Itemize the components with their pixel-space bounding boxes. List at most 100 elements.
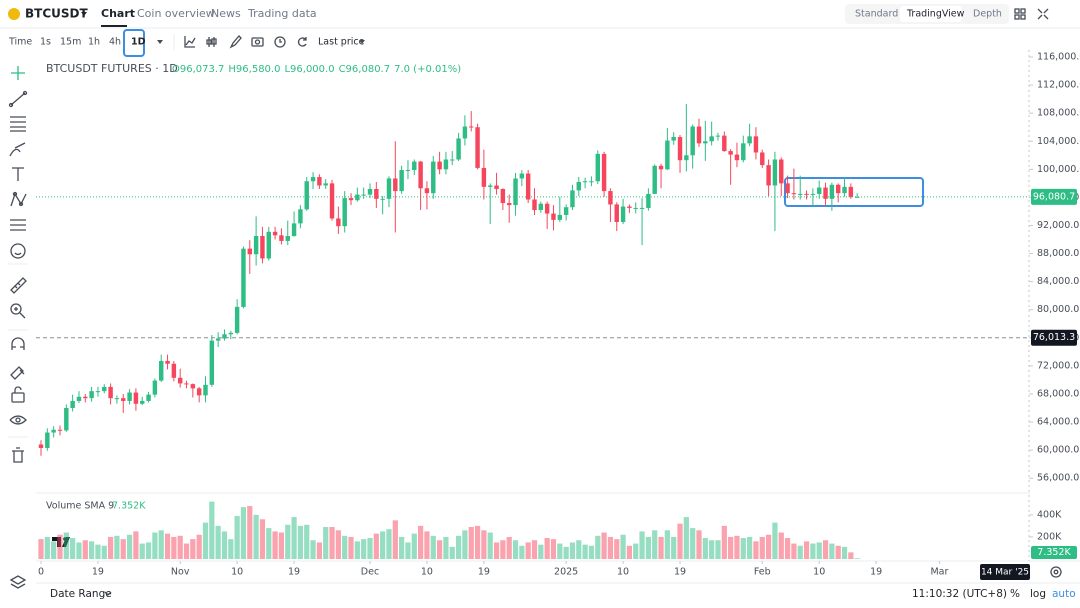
volume-bar (493, 542, 500, 559)
date-range[interactable]: Date Range (50, 588, 112, 600)
volume-bar (778, 532, 784, 559)
candle-body (519, 173, 525, 179)
interval[interactable]: Time (8, 37, 32, 48)
candle-body (171, 363, 177, 378)
candle-body (494, 185, 499, 189)
volume-bar (835, 545, 841, 559)
volume-bar (202, 522, 209, 559)
candle-body (386, 178, 392, 199)
volume-bar (683, 517, 689, 559)
drawn-rectangle[interactable] (784, 177, 924, 207)
date-range-dropdown[interactable] (104, 591, 112, 596)
volume-bar (607, 536, 614, 559)
candle-body (323, 183, 328, 186)
volume-bar (829, 543, 835, 559)
candle-body (791, 193, 797, 195)
volume-bar (455, 535, 462, 559)
candle-body (317, 177, 322, 186)
candle-body (158, 360, 164, 381)
candle-body (804, 193, 809, 195)
volume-bar (51, 541, 57, 559)
toolbar-icons[interactable] (184, 35, 307, 49)
volume-bar (784, 538, 791, 559)
volume-bar (405, 542, 411, 559)
volume-bar (424, 531, 430, 559)
view-option[interactable]: Standard (855, 9, 898, 20)
volume-bar (449, 546, 455, 559)
chart-title: BTCUSDT FUTURES · 1D (46, 62, 178, 75)
candle-body (620, 206, 626, 222)
symbol[interactable]: BTCUSDT (25, 7, 88, 21)
volume-bar (569, 542, 576, 559)
y-tick-label: 92,000.0 (1037, 220, 1079, 231)
candle-body (487, 185, 493, 187)
candle-body (361, 194, 366, 196)
volume-bar (380, 531, 386, 559)
candle-body (810, 193, 816, 195)
last-price-label: 96,080.7 (1033, 191, 1075, 202)
volume-bar (228, 539, 234, 559)
volume-bar (443, 536, 449, 559)
volume-bar (82, 540, 88, 559)
interval[interactable]: 1D (131, 37, 146, 48)
y-tick-label: 72,000.0 (1037, 360, 1079, 371)
view-option[interactable]: TradingView (906, 9, 965, 20)
y-tick-label: 112,000.0 (1037, 80, 1080, 91)
crosshair-date: 14 Mar '25 (981, 568, 1029, 578)
fullscreen-icon[interactable] (1037, 8, 1049, 20)
settings-icon[interactable] (1050, 566, 1062, 578)
interval[interactable]: 15m (60, 37, 81, 48)
y-tick-label: 100,000.0 (1037, 164, 1080, 175)
price-type[interactable]: Last price (318, 37, 365, 48)
volume-bar (158, 530, 164, 559)
candle-body (121, 398, 126, 401)
tab[interactable]: Chart (101, 7, 135, 20)
layout-icon[interactable] (1014, 8, 1026, 20)
volume-tick-label: 400K (1037, 509, 1062, 520)
candle-body (608, 191, 613, 205)
volume-bar (70, 538, 76, 559)
candle-body (355, 194, 360, 201)
candle-body (766, 165, 771, 186)
candle-body (456, 138, 461, 160)
candle-body (70, 400, 75, 408)
candle-body (772, 159, 778, 186)
candle-body (266, 231, 271, 259)
interval[interactable]: 1h (88, 37, 100, 48)
scale-option[interactable]: log (1030, 588, 1046, 600)
candle-body (614, 204, 619, 222)
candle-body (703, 141, 708, 144)
volume-bar (183, 543, 190, 559)
scale-option[interactable]: % (1010, 588, 1020, 600)
candle-body (38, 444, 44, 448)
volume-bar (671, 536, 677, 559)
candle-body (146, 394, 151, 401)
symbol-dropdown[interactable] (81, 12, 87, 16)
candle-body (582, 181, 588, 183)
drawing-tools[interactable] (8, 66, 28, 589)
tab[interactable]: News (211, 7, 241, 20)
y-tick-label: 104,000.0 (1037, 136, 1080, 147)
interval[interactable]: 4h (109, 37, 121, 48)
volume-bar (576, 540, 582, 559)
x-tick-label: 19 (870, 567, 882, 578)
candle-body (89, 391, 94, 399)
tab[interactable]: Coin overview (137, 7, 215, 20)
volume-bar (392, 520, 398, 559)
price-type-dropdown[interactable] (359, 40, 365, 44)
volume-bar (582, 544, 588, 559)
candle-body (83, 396, 88, 399)
legend-value: C96,080.7 (339, 64, 391, 75)
interval-dropdown[interactable] (157, 40, 163, 44)
volume-bar (329, 527, 335, 559)
view-option[interactable]: Depth (973, 9, 1002, 20)
tab[interactable]: Trading data (247, 7, 317, 20)
volume-bar (114, 535, 120, 559)
interval[interactable]: 1s (40, 37, 51, 48)
scale-option[interactable]: auto (1052, 588, 1076, 600)
candle-body (272, 231, 278, 236)
y-tick-label: 68,000.0 (1037, 388, 1079, 399)
volume-bar (538, 544, 544, 559)
volume-bar (702, 538, 708, 559)
volume-bar (645, 536, 651, 559)
